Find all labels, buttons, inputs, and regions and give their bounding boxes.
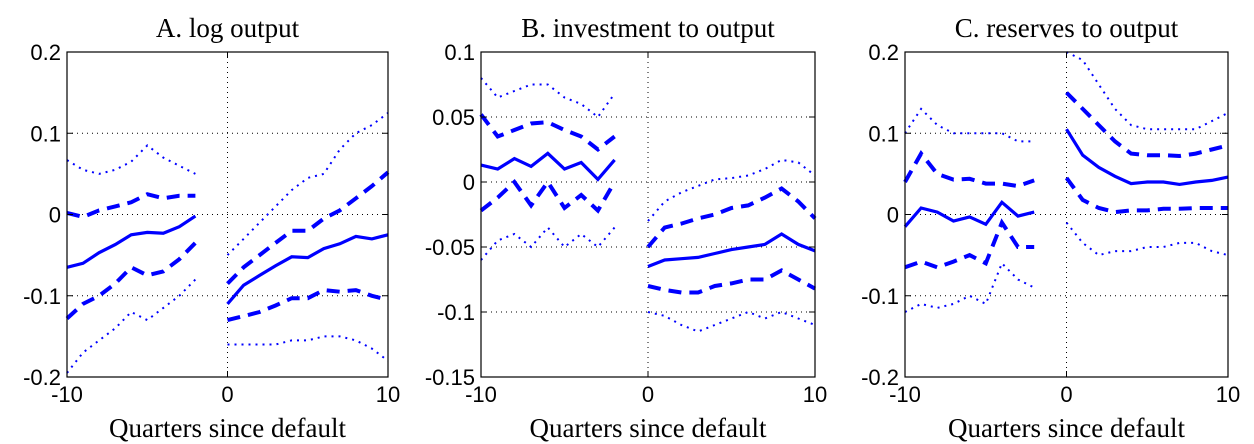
chart-title: B. investment to output	[521, 13, 775, 43]
y-tick-label: 0	[463, 170, 475, 195]
x-tick-label: 0	[1060, 382, 1072, 407]
axes-frame	[904, 51, 1229, 378]
series-line	[66, 214, 389, 305]
series-line	[66, 278, 389, 374]
series-line	[903, 91, 1229, 189]
x-tick-label: -10	[465, 382, 497, 407]
axes-frame	[480, 51, 816, 378]
y-tick-label: 0.2	[868, 40, 899, 65]
y-tick-label: 0.1	[444, 40, 475, 65]
series-line	[66, 112, 389, 256]
y-tick-label: -0.15	[425, 365, 475, 390]
x-tick-label: 10	[376, 382, 400, 407]
x-tick-label: 0	[221, 382, 233, 407]
y-tick-label: 0	[887, 203, 899, 228]
y-tick-label: -0.05	[425, 235, 475, 260]
series-line	[904, 51, 1229, 143]
y-tick-label: 0	[49, 203, 61, 228]
series-line	[479, 178, 816, 295]
x-axis-label: Quarters since default	[948, 413, 1185, 443]
y-tick-label: -0.2	[861, 365, 899, 390]
chart-title: C. reserves to output	[955, 13, 1179, 43]
y-tick-label: 0.05	[432, 105, 475, 130]
series-line	[480, 225, 816, 333]
x-tick-label: -10	[51, 382, 83, 407]
x-tick-label: -10	[889, 382, 921, 407]
x-tick-label: 0	[642, 382, 654, 407]
y-tick-label: -0.1	[23, 284, 61, 309]
series-line	[65, 241, 389, 323]
x-axis-label: Quarters since default	[530, 413, 767, 443]
y-tick-label: 0.1	[30, 121, 61, 146]
x-axis-label: Quarters since default	[109, 413, 346, 443]
y-tick-label: 0.2	[30, 40, 61, 65]
y-tick-label: -0.1	[437, 300, 475, 325]
series-line	[480, 151, 816, 268]
x-tick-label: 10	[1216, 382, 1240, 407]
series-line	[903, 128, 1229, 228]
x-tick-label: 10	[803, 382, 827, 407]
series-line	[66, 170, 390, 286]
chart-title: A. log output	[156, 13, 300, 43]
y-tick-label: 0.1	[868, 121, 899, 146]
y-tick-label: -0.1	[861, 284, 899, 309]
series-line	[480, 77, 816, 222]
series-line	[479, 113, 817, 249]
series-line	[904, 176, 1228, 270]
y-tick-label: -0.2	[23, 365, 61, 390]
